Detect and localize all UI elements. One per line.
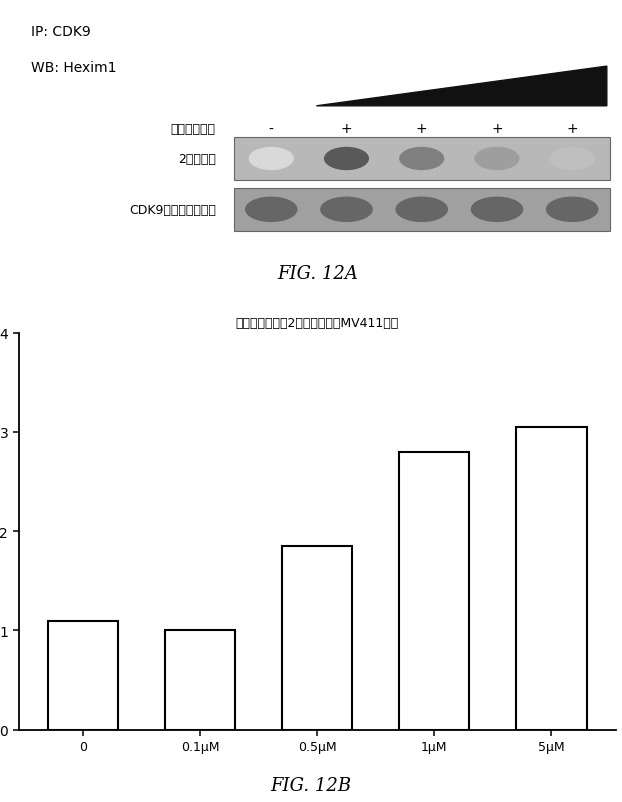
Bar: [48, 621, 118, 730]
Text: IP: CDK9: IP: CDK9: [30, 25, 90, 38]
Text: FIG. 12B: FIG. 12B: [271, 776, 351, 794]
Bar: [516, 427, 587, 730]
Bar: [165, 630, 235, 730]
Bar: [234, 138, 610, 180]
Text: +: +: [341, 123, 352, 136]
Text: 2時間処置: 2時間処置: [178, 152, 216, 165]
Ellipse shape: [475, 148, 519, 171]
Bar: [282, 546, 352, 730]
Ellipse shape: [471, 197, 523, 223]
Title: アルボシジブで2時間処置したMV411細胞: アルボシジブで2時間処置したMV411細胞: [236, 316, 399, 330]
Polygon shape: [317, 67, 607, 107]
Text: +: +: [491, 123, 503, 136]
Ellipse shape: [320, 197, 373, 223]
Bar: [234, 188, 610, 231]
Ellipse shape: [249, 148, 294, 171]
Ellipse shape: [550, 148, 595, 171]
Ellipse shape: [245, 197, 297, 223]
Bar: [399, 452, 470, 730]
Text: WB: Hexim1: WB: Hexim1: [30, 62, 116, 75]
Text: CDK9のローディング: CDK9のローディング: [129, 204, 216, 217]
Ellipse shape: [396, 197, 448, 223]
Text: -: -: [269, 123, 274, 136]
Text: FIG. 12A: FIG. 12A: [277, 265, 358, 282]
Ellipse shape: [324, 148, 369, 171]
Text: +: +: [416, 123, 427, 136]
Text: +: +: [567, 123, 578, 136]
Text: アルボシジブ: アルボシジブ: [170, 123, 216, 136]
Ellipse shape: [399, 148, 444, 171]
Ellipse shape: [546, 197, 598, 223]
